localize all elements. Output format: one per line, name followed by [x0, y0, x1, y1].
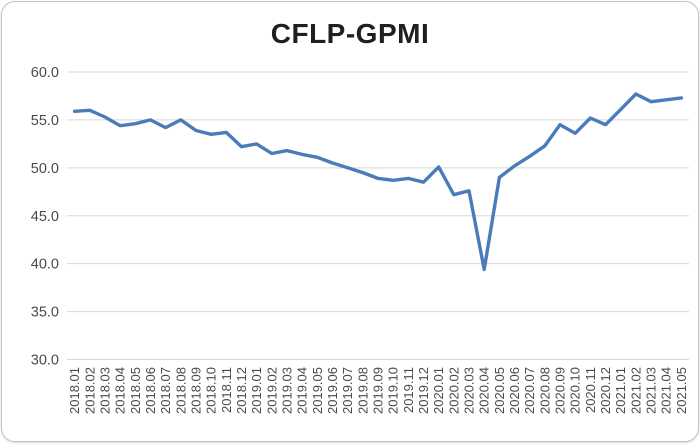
- x-axis-tick-label: 2018.07: [158, 367, 173, 414]
- x-axis-tick-label: 2021.05: [674, 367, 689, 414]
- y-axis-tick-label: 45.0: [31, 209, 59, 225]
- x-axis-tick-label: 2020.03: [462, 367, 477, 414]
- x-axis-tick-label: 2019.08: [355, 367, 370, 414]
- x-axis-tick-label: 2018.11: [219, 367, 234, 413]
- x-axis-tick-label: 2021.02: [628, 367, 643, 414]
- x-axis-tick-label: 2018.03: [97, 367, 112, 414]
- x-axis-tick-label: 2020.05: [492, 367, 507, 414]
- chart-title: CFLP-GPMI: [270, 18, 430, 49]
- x-axis-tick-label: 2019.05: [310, 367, 325, 414]
- x-axis-tick-label: 2021.04: [659, 367, 674, 414]
- x-axis-tick-label: 2019.11: [401, 367, 416, 413]
- x-axis-tick-label: 2019.03: [279, 367, 294, 414]
- x-axis-tick-label: 2019.06: [325, 367, 340, 414]
- x-axis-tick-label: 2020.08: [537, 367, 552, 414]
- x-axis-tick-label: 2020.10: [568, 367, 583, 414]
- x-axis-tick-label: 2018.02: [82, 367, 97, 414]
- x-axis-tick-label: 2020.04: [477, 367, 492, 414]
- x-axis-tick-label: 2020.07: [522, 367, 537, 414]
- y-axis-tick-label: 60.0: [31, 65, 59, 81]
- x-axis-tick-label: 2019.04: [295, 367, 310, 414]
- x-axis-tick-label: 2020.06: [507, 367, 522, 414]
- x-axis-tick-label: 2018.04: [113, 367, 128, 414]
- y-axis-tick-label: 35.0: [31, 305, 59, 321]
- x-axis-tick-label: 2020.02: [446, 367, 461, 414]
- y-axis-tick-label: 40.0: [31, 257, 59, 273]
- x-axis-tick-label: 2018.10: [204, 367, 219, 414]
- x-axis-tick-label: 2020.11: [583, 367, 598, 413]
- x-axis-tick-label: 2018.05: [128, 367, 143, 414]
- x-axis-tick-label: 2021.01: [613, 367, 628, 414]
- x-axis-tick-label: 2019.12: [416, 367, 431, 414]
- x-axis-tick-label: 2019.09: [371, 367, 386, 414]
- y-axis-tick-label: 50.0: [31, 161, 59, 177]
- x-axis-tick-label: 2018.06: [143, 367, 158, 414]
- x-axis-tick-label: 2018.08: [173, 367, 188, 414]
- x-axis-tick-label: 2019.07: [340, 367, 355, 414]
- x-axis-tick-label: 2019.01: [249, 367, 264, 414]
- y-axis-tick-label: 55.0: [31, 113, 59, 129]
- x-axis-tick-label: 2020.01: [431, 367, 446, 414]
- x-axis-tick-label: 2020.12: [598, 367, 613, 414]
- x-axis-tick-label: 2018.12: [234, 367, 249, 414]
- x-axis-tick-label: 2019.10: [386, 367, 401, 414]
- x-axis-tick-label: 2018.09: [188, 367, 203, 414]
- gpmi-series-line: [72, 92, 684, 272]
- x-axis-tick-label: 2021.03: [644, 367, 659, 414]
- x-axis-tick-label: 2019.02: [264, 367, 279, 414]
- x-axis-tick-label: 2020.09: [553, 367, 568, 414]
- x-axis-tick-label: 2018.01: [67, 367, 82, 414]
- y-axis-tick-label: 30.0: [31, 353, 59, 369]
